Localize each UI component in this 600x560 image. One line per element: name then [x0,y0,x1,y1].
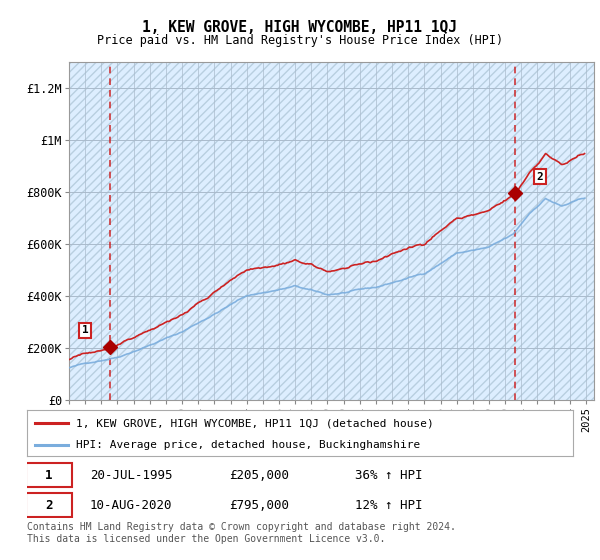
Text: 1, KEW GROVE, HIGH WYCOMBE, HP11 1QJ (detached house): 1, KEW GROVE, HIGH WYCOMBE, HP11 1QJ (de… [76,418,434,428]
Text: Price paid vs. HM Land Registry's House Price Index (HPI): Price paid vs. HM Land Registry's House … [97,34,503,46]
Text: Contains HM Land Registry data © Crown copyright and database right 2024.
This d: Contains HM Land Registry data © Crown c… [27,522,456,544]
Text: HPI: Average price, detached house, Buckinghamshire: HPI: Average price, detached house, Buck… [76,440,421,450]
Text: 1, KEW GROVE, HIGH WYCOMBE, HP11 1QJ: 1, KEW GROVE, HIGH WYCOMBE, HP11 1QJ [143,20,458,35]
Text: £205,000: £205,000 [229,469,289,482]
Text: 20-JUL-1995: 20-JUL-1995 [90,469,172,482]
Text: 12% ↑ HPI: 12% ↑ HPI [355,498,422,512]
FancyBboxPatch shape [26,463,73,487]
Text: 1: 1 [45,469,53,482]
FancyBboxPatch shape [26,493,73,517]
Text: 36% ↑ HPI: 36% ↑ HPI [355,469,422,482]
Text: 2: 2 [536,171,544,181]
Text: £795,000: £795,000 [229,498,289,512]
Text: 10-AUG-2020: 10-AUG-2020 [90,498,172,512]
Text: 2: 2 [45,498,53,512]
Text: 1: 1 [82,325,89,335]
